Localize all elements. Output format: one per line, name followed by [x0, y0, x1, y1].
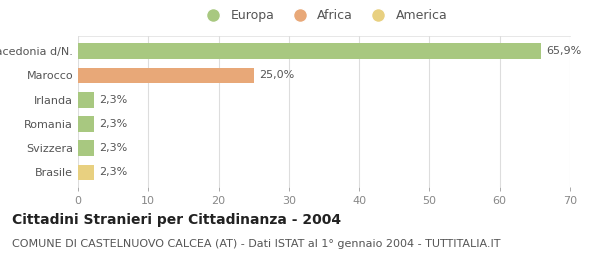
- Text: 2,3%: 2,3%: [99, 143, 127, 153]
- Text: 65,9%: 65,9%: [546, 46, 581, 56]
- Bar: [78, 92, 94, 108]
- Bar: [78, 140, 94, 156]
- Bar: [78, 165, 94, 180]
- Bar: [78, 68, 254, 83]
- Bar: [78, 116, 94, 132]
- Text: 2,3%: 2,3%: [99, 167, 127, 178]
- Text: COMUNE DI CASTELNUOVO CALCEA (AT) - Dati ISTAT al 1° gennaio 2004 - TUTTITALIA.I: COMUNE DI CASTELNUOVO CALCEA (AT) - Dati…: [12, 239, 500, 249]
- Text: 25,0%: 25,0%: [259, 70, 294, 80]
- Legend: Europa, Africa, America: Europa, Africa, America: [196, 4, 452, 27]
- Text: 2,3%: 2,3%: [99, 95, 127, 105]
- Text: 2,3%: 2,3%: [99, 119, 127, 129]
- Bar: [78, 43, 541, 59]
- Text: Cittadini Stranieri per Cittadinanza - 2004: Cittadini Stranieri per Cittadinanza - 2…: [12, 213, 341, 227]
